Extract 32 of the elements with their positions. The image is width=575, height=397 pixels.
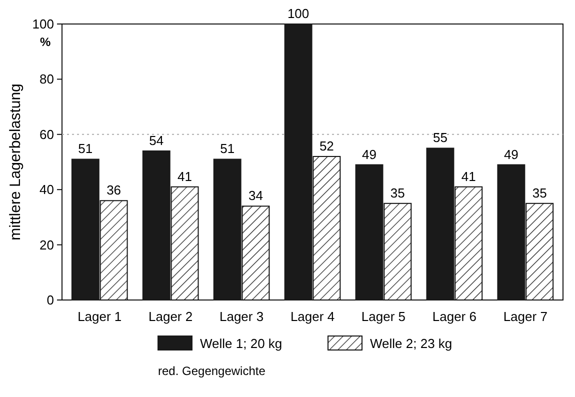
data-label: 36	[106, 182, 122, 198]
y-tick-label: 40	[40, 182, 54, 198]
data-label: 49	[504, 146, 518, 162]
x-tick-label: Lager 7	[503, 309, 548, 324]
data-label: 54	[149, 132, 164, 148]
y-tick-label: 60	[40, 126, 54, 142]
text: red. Gegengewichte	[158, 364, 266, 378]
x-tick-label: Lager 4	[290, 309, 335, 324]
data-label: 100	[287, 6, 310, 21]
data-label: 34	[248, 188, 263, 204]
data-label: 52	[319, 138, 334, 154]
y-tick-label: 100	[32, 16, 54, 32]
x-tick-label: Lager 2	[148, 309, 193, 324]
x-tick-label: Lager 5	[361, 309, 406, 324]
data-label: 55	[433, 130, 448, 146]
data-label: 35	[532, 185, 547, 200]
data-label: 49	[362, 146, 377, 162]
data-label: 41	[461, 168, 476, 184]
data-label: 51	[220, 141, 235, 156]
legend-label: Welle 2; 23 kg	[370, 336, 452, 351]
text: %	[40, 35, 51, 49]
y-tick-label: 80	[40, 72, 54, 87]
y-axis-title: mittlere Lagerbelastung	[7, 84, 24, 240]
x-tick-label: Lager 1	[78, 309, 122, 324]
data-label: 35	[390, 185, 405, 200]
x-tick-label: Lager 6	[432, 309, 476, 324]
legend-label: Welle 1; 20 kg	[200, 336, 282, 351]
y-tick-label: 20	[40, 237, 54, 252]
data-label: 41	[178, 168, 192, 184]
y-tick-label: 0	[46, 292, 54, 308]
data-label: 51	[78, 141, 93, 156]
x-tick-label: Lager 3	[219, 309, 264, 324]
